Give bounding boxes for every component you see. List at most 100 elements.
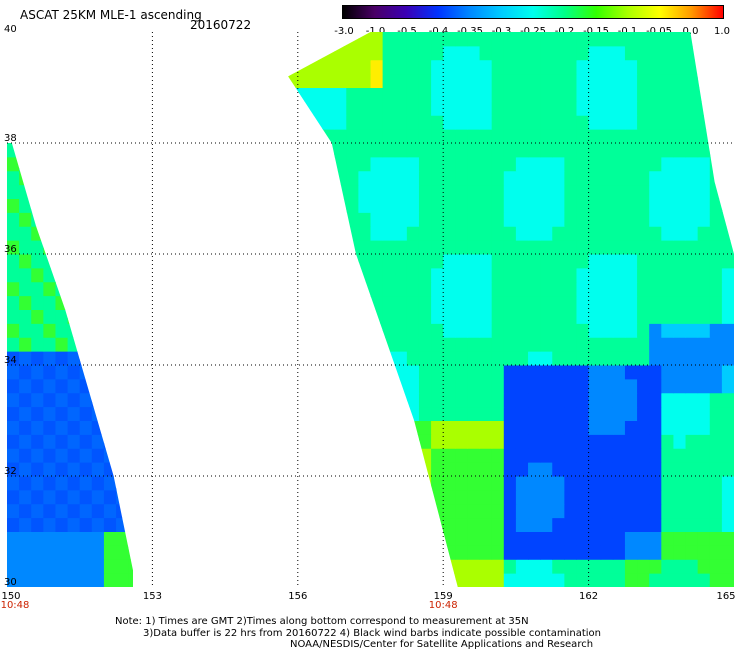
wind-cell xyxy=(288,295,299,310)
wind-cell xyxy=(334,503,347,519)
wind-cell xyxy=(721,240,734,255)
wind-cell xyxy=(564,531,577,546)
wind-cell xyxy=(600,73,614,88)
wind-cell xyxy=(297,531,311,546)
wind-cell xyxy=(19,489,32,505)
wind-cell xyxy=(649,351,662,366)
wind-cell xyxy=(103,476,117,491)
wind-cell xyxy=(443,448,456,463)
wind-cell xyxy=(322,101,335,116)
wind-cell xyxy=(288,281,299,297)
wind-cell xyxy=(370,45,384,61)
wind-cell xyxy=(624,573,638,587)
wind-cell xyxy=(19,323,32,338)
wind-cell xyxy=(79,337,93,352)
wind-cell xyxy=(649,143,662,158)
wind-cell xyxy=(394,73,408,88)
wind-cell xyxy=(394,32,408,47)
swath-map xyxy=(7,32,734,587)
wind-cell xyxy=(116,254,129,269)
wind-cell xyxy=(406,573,420,587)
wind-cell xyxy=(673,489,687,505)
wind-cell xyxy=(288,143,299,158)
wind-cell xyxy=(7,323,20,338)
wind-cell xyxy=(600,420,614,435)
wind-cell xyxy=(19,156,32,172)
wind-cell xyxy=(721,378,734,394)
wind-cell xyxy=(116,198,129,213)
wind-cell xyxy=(19,420,32,435)
wind-cell xyxy=(552,378,565,394)
wind-cell xyxy=(588,503,602,519)
wind-cell xyxy=(358,448,371,463)
wind-cell xyxy=(297,434,311,449)
wind-cell xyxy=(528,573,541,587)
wind-cell xyxy=(297,406,311,421)
wind-cell xyxy=(103,517,117,532)
wind-cell xyxy=(67,281,81,297)
wind-cell xyxy=(612,156,626,172)
wind-cell xyxy=(19,240,32,255)
wind-cell xyxy=(673,476,687,491)
wind-cell xyxy=(515,489,529,505)
wind-cell xyxy=(406,351,420,366)
wind-cell xyxy=(322,337,335,352)
wind-cell xyxy=(491,545,505,560)
wind-cell xyxy=(91,212,105,227)
wind-cell xyxy=(588,337,602,352)
wind-cell xyxy=(67,337,81,352)
wind-cell xyxy=(697,32,711,47)
wind-cell xyxy=(503,323,517,338)
wind-cell xyxy=(721,434,734,449)
wind-cell xyxy=(358,226,371,241)
color-scale-tick-label: -0.15 xyxy=(583,26,609,37)
wind-cell xyxy=(346,365,359,380)
wind-cell xyxy=(491,45,505,61)
wind-cell xyxy=(128,184,134,199)
wind-cell xyxy=(67,170,81,186)
wind-cell xyxy=(697,559,711,574)
wind-cell xyxy=(491,503,505,519)
wind-cell xyxy=(612,198,626,213)
longitude-label: 165 xyxy=(716,591,736,602)
wind-cell xyxy=(661,267,674,283)
wind-cell xyxy=(79,434,93,449)
wind-cell xyxy=(576,503,590,519)
wind-cell xyxy=(661,434,674,449)
wind-cell xyxy=(288,267,299,283)
wind-cell xyxy=(673,378,687,394)
wind-cell xyxy=(624,281,638,297)
wind-cell xyxy=(612,378,626,394)
wind-cell xyxy=(685,503,699,519)
wind-cell xyxy=(624,476,638,491)
wind-cell xyxy=(31,503,44,519)
wind-cell xyxy=(370,73,384,88)
wind-cell xyxy=(31,337,44,352)
wind-cell xyxy=(116,309,129,324)
wind-cell xyxy=(661,476,674,491)
wind-cell xyxy=(370,559,384,574)
wind-cell xyxy=(697,101,711,116)
wind-cell xyxy=(358,73,371,88)
wind-cell xyxy=(274,296,287,310)
wind-cell xyxy=(624,337,638,352)
wind-cell xyxy=(116,462,129,477)
wind-cell xyxy=(19,143,32,158)
wind-cell xyxy=(443,115,456,130)
wind-cell xyxy=(673,503,687,519)
wind-cell xyxy=(673,365,687,380)
wind-cell xyxy=(685,476,699,491)
wind-cell xyxy=(297,115,311,130)
wind-cell xyxy=(431,73,444,88)
wind-cell xyxy=(479,309,493,324)
wind-cell xyxy=(467,267,481,283)
wind-cell xyxy=(721,489,734,505)
wind-cell xyxy=(576,545,590,560)
wind-cell xyxy=(528,101,541,116)
wind-cell xyxy=(564,198,577,213)
wind-cell xyxy=(685,489,699,505)
wind-cell xyxy=(334,489,347,505)
wind-cell xyxy=(588,434,602,449)
wind-cell xyxy=(91,476,105,491)
wind-cell xyxy=(406,448,420,463)
